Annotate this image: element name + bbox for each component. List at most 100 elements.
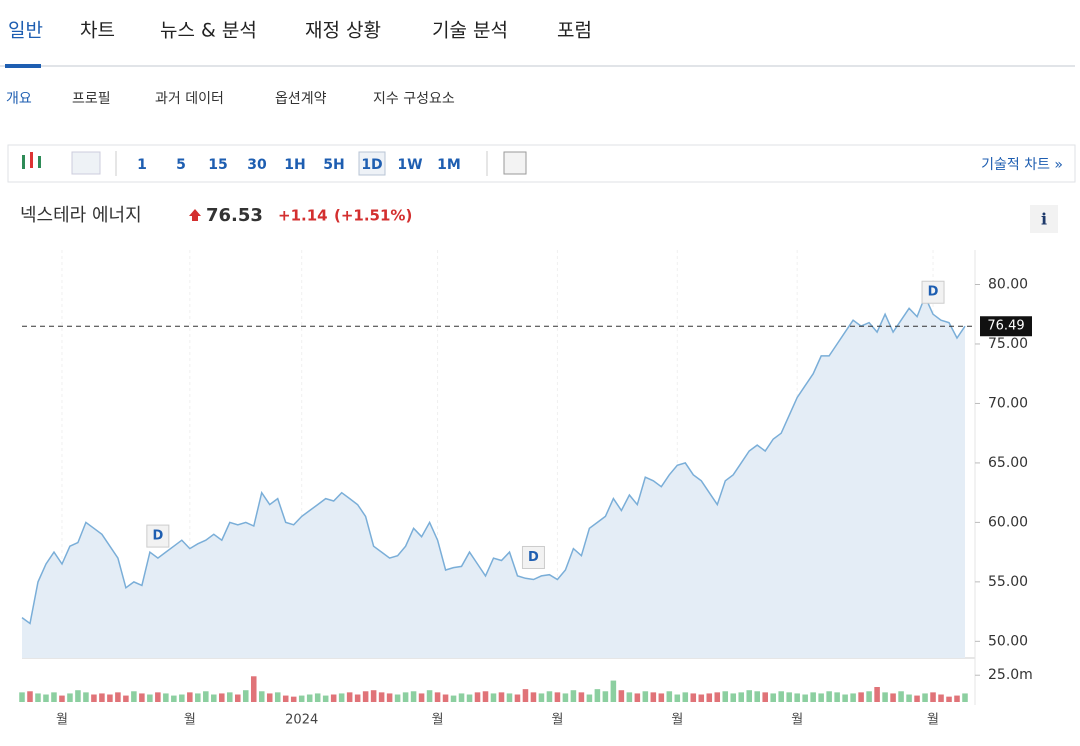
volume-bar (234, 694, 241, 702)
volume-bar (810, 692, 816, 702)
subtab[interactable]: 옵션계약 (275, 91, 327, 107)
tab[interactable]: 재정 상황 (305, 20, 381, 42)
volume-bar (131, 691, 137, 702)
volume-bar (554, 692, 561, 702)
change: +1.14 (278, 207, 328, 225)
volume-bar (962, 693, 968, 702)
tab[interactable]: 차트 (80, 20, 115, 42)
volume-bar (562, 693, 569, 702)
volume-bar (858, 692, 864, 702)
volume-bar (570, 690, 577, 702)
volume-bar (602, 691, 609, 702)
change-pct: (+1.51%) (334, 207, 412, 225)
subtab[interactable]: 프로필 (72, 91, 111, 107)
volume-bar (626, 692, 633, 702)
tab[interactable]: 포럼 (557, 20, 592, 42)
volume-bar (418, 693, 425, 702)
dividend-marker-label: D (528, 550, 539, 565)
technical-link[interactable]: 기술적 차트 » (981, 157, 1063, 173)
toolbar (7, 144, 1076, 183)
volume-bar (594, 689, 601, 702)
volume-bar (826, 691, 832, 702)
volume-bar (930, 692, 936, 702)
interval-button[interactable]: 30 (247, 157, 267, 173)
interval-button[interactable]: 1M (437, 157, 461, 173)
volume-bar (802, 694, 808, 702)
volume-bar (410, 691, 417, 702)
volume-bar (35, 693, 41, 702)
volume-bar (59, 695, 65, 702)
volume-bar (490, 693, 497, 702)
volume-bar (378, 692, 385, 702)
volume-bar (898, 691, 904, 702)
tab[interactable]: 기술 분석 (432, 20, 508, 42)
y-tick-label: 80.00 (988, 276, 1028, 292)
price: 76.53 (206, 205, 263, 226)
volume-bar (115, 692, 121, 702)
area-icon[interactable] (71, 151, 101, 175)
current-price-box (980, 316, 1032, 337)
interval-button[interactable]: 1W (397, 157, 422, 173)
y-tick-label: 65.00 (988, 455, 1028, 471)
up-arrow (189, 209, 201, 221)
volume-tick-label: 25.0m (988, 667, 1033, 683)
volume-bar (75, 690, 81, 702)
volume-bar (43, 694, 49, 702)
volume-bar (658, 693, 665, 702)
interval-button[interactable]: 5H (323, 157, 344, 173)
volume-bar (938, 694, 944, 702)
info-icon[interactable]: i (1041, 210, 1047, 229)
interval-button[interactable]: 1 (137, 157, 147, 173)
volume-bar (546, 691, 553, 702)
interval-button[interactable]: 1H (284, 157, 305, 173)
volume-bar (434, 692, 441, 702)
volume-bar (402, 692, 409, 702)
volume-bar (219, 693, 225, 702)
tab[interactable]: 뉴스 & 분석 (160, 20, 257, 42)
volume-bar (203, 691, 209, 702)
volume-bar (738, 692, 745, 702)
interval-button[interactable]: 1D (361, 157, 382, 173)
volume-bar (530, 692, 537, 702)
volume-bar (666, 691, 673, 702)
volume-bar (834, 692, 840, 702)
interval-active (358, 151, 386, 176)
dividend-marker[interactable] (921, 280, 945, 304)
info-button[interactable] (1030, 205, 1058, 233)
volume-bar (306, 694, 313, 702)
x-tick-label: 2024 (285, 713, 318, 728)
volume-bar (698, 694, 705, 702)
subtab[interactable]: 과거 데이터 (155, 91, 224, 107)
interval-button[interactable]: 5 (176, 157, 186, 173)
volume-bar (922, 693, 928, 702)
subtab[interactable]: 개요 (6, 91, 32, 107)
dividend-marker-label: D (152, 529, 163, 544)
volume-bar (426, 690, 433, 702)
x-tick-label: 월 (184, 713, 196, 728)
volume-bar (498, 692, 505, 702)
dividend-marker[interactable] (521, 545, 545, 569)
interval-button[interactable]: 15 (208, 157, 227, 173)
volume-bar (466, 694, 473, 702)
volume-bar (107, 694, 113, 702)
tab[interactable]: 일반 (8, 20, 43, 42)
volume-bar (506, 693, 513, 702)
volume-bar (450, 695, 457, 702)
volume-bar (866, 691, 872, 702)
volume-bar (586, 694, 593, 702)
subtab[interactable]: 지수 구성요소 (373, 91, 455, 107)
candle-icon[interactable] (22, 152, 41, 169)
volume-bar (722, 691, 729, 702)
dividend-marker[interactable] (146, 524, 170, 548)
volume-bar (346, 692, 353, 702)
volume-bar (642, 691, 649, 702)
volume-bar (298, 695, 305, 702)
volume-bar (266, 693, 273, 702)
volume-bar (842, 694, 848, 702)
volume-bar (250, 676, 257, 702)
volume-bar (458, 693, 465, 702)
settings-icon[interactable] (503, 151, 527, 175)
volume-bar (778, 691, 784, 702)
